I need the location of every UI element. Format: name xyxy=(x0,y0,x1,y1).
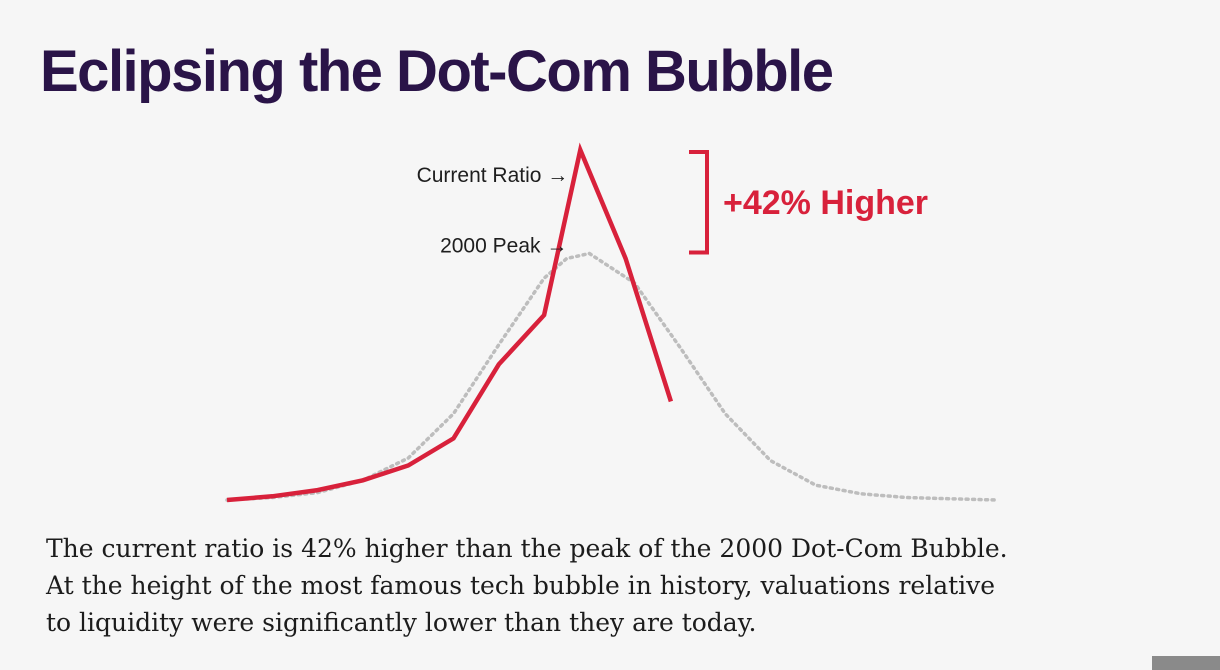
peak-label: 2000 Peak → xyxy=(440,235,567,258)
current-ratio-label: Current Ratio → xyxy=(417,164,569,187)
caption-line: At the height of the most famous tech bu… xyxy=(46,571,996,600)
slide-title: Eclipsing the Dot-Com Bubble xyxy=(40,39,834,104)
caption-line: The current ratio is 42% higher than the… xyxy=(46,534,1008,563)
difference-label: +42% Higher xyxy=(723,184,928,222)
corner-tab xyxy=(1152,656,1220,670)
caption: The current ratio is 42% higher than the… xyxy=(46,530,1166,641)
caption-line: to liquidity were significantly lower th… xyxy=(46,608,757,637)
series-line-2000-peak xyxy=(225,251,999,502)
series-line-current-ratio xyxy=(226,142,674,503)
difference-bracket xyxy=(689,150,709,255)
